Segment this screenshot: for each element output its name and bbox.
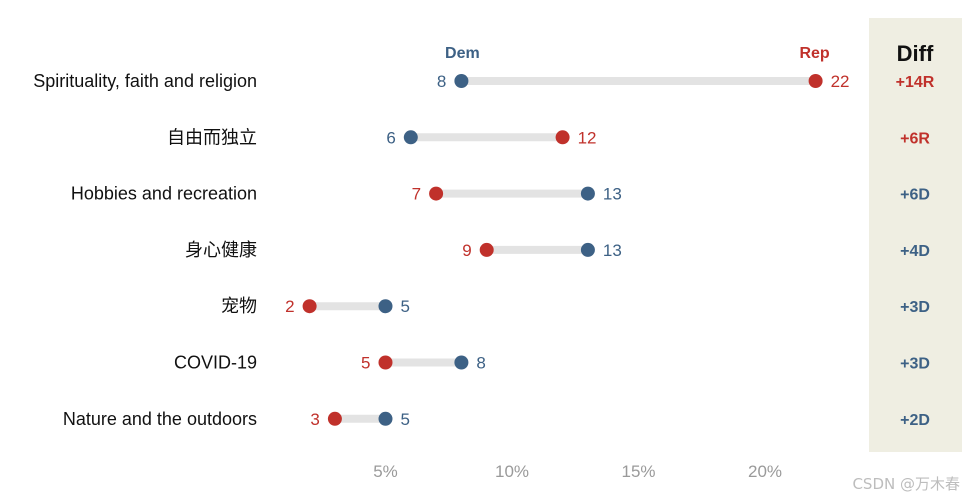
legend-dem: Dem <box>445 45 480 62</box>
dem-point <box>580 186 595 201</box>
rep-point <box>555 130 570 145</box>
x-tick-label: 10% <box>495 462 529 481</box>
category-label: COVID-19 <box>174 353 257 373</box>
dem-point <box>454 355 469 370</box>
rep-point <box>327 411 342 426</box>
rep-point <box>302 299 317 314</box>
category-label: Nature and the outdoors <box>63 409 257 429</box>
diff-header: Diff <box>897 41 934 66</box>
rep-point <box>808 74 823 88</box>
watermark: CSDN @万木春 <box>852 475 960 493</box>
diff-value: +3D <box>900 299 930 316</box>
diff-value: +3D <box>900 356 930 373</box>
category-label: Spirituality, faith and religion <box>33 71 257 91</box>
diff-value: +4D <box>900 243 930 260</box>
dem-value-label: 13 <box>603 241 622 260</box>
dem-value-label: 13 <box>603 185 622 204</box>
rep-value-label: 9 <box>462 241 471 260</box>
diff-value: +6R <box>900 130 930 147</box>
diff-value: +6D <box>900 187 930 204</box>
rep-point <box>378 355 393 370</box>
rep-value-label: 2 <box>285 297 294 316</box>
dem-value-label: 5 <box>401 410 410 429</box>
dem-point <box>580 242 595 257</box>
dem-value-label: 8 <box>437 72 446 91</box>
category-label: 身心健康 <box>185 240 257 260</box>
dem-point <box>454 74 469 88</box>
dem-point <box>403 130 418 145</box>
x-tick-label: 5% <box>373 462 398 481</box>
category-label: Hobbies and recreation <box>71 184 257 204</box>
rep-point <box>479 242 494 257</box>
rep-value-label: 5 <box>361 354 370 373</box>
dem-value-label: 8 <box>476 354 485 373</box>
x-tick-label: 20% <box>748 462 782 481</box>
rep-value-label: 22 <box>831 72 850 91</box>
dem-value-label: 5 <box>401 297 410 316</box>
diff-value: +2D <box>900 412 930 429</box>
legend-rep: Rep <box>799 45 829 62</box>
rep-value-label: 7 <box>412 185 421 204</box>
diff-value: +14R <box>896 74 935 91</box>
diff-column-panel <box>869 18 962 452</box>
dem-point <box>378 299 393 314</box>
category-label: 宠物 <box>221 296 257 316</box>
x-tick-label: 15% <box>621 462 655 481</box>
dem-value-label: 6 <box>386 128 395 147</box>
category-label: 自由而独立 <box>167 127 257 147</box>
rep-value-label: 12 <box>578 128 597 147</box>
rep-point <box>429 186 444 201</box>
dem-point <box>378 411 393 426</box>
rep-value-label: 3 <box>310 410 319 429</box>
